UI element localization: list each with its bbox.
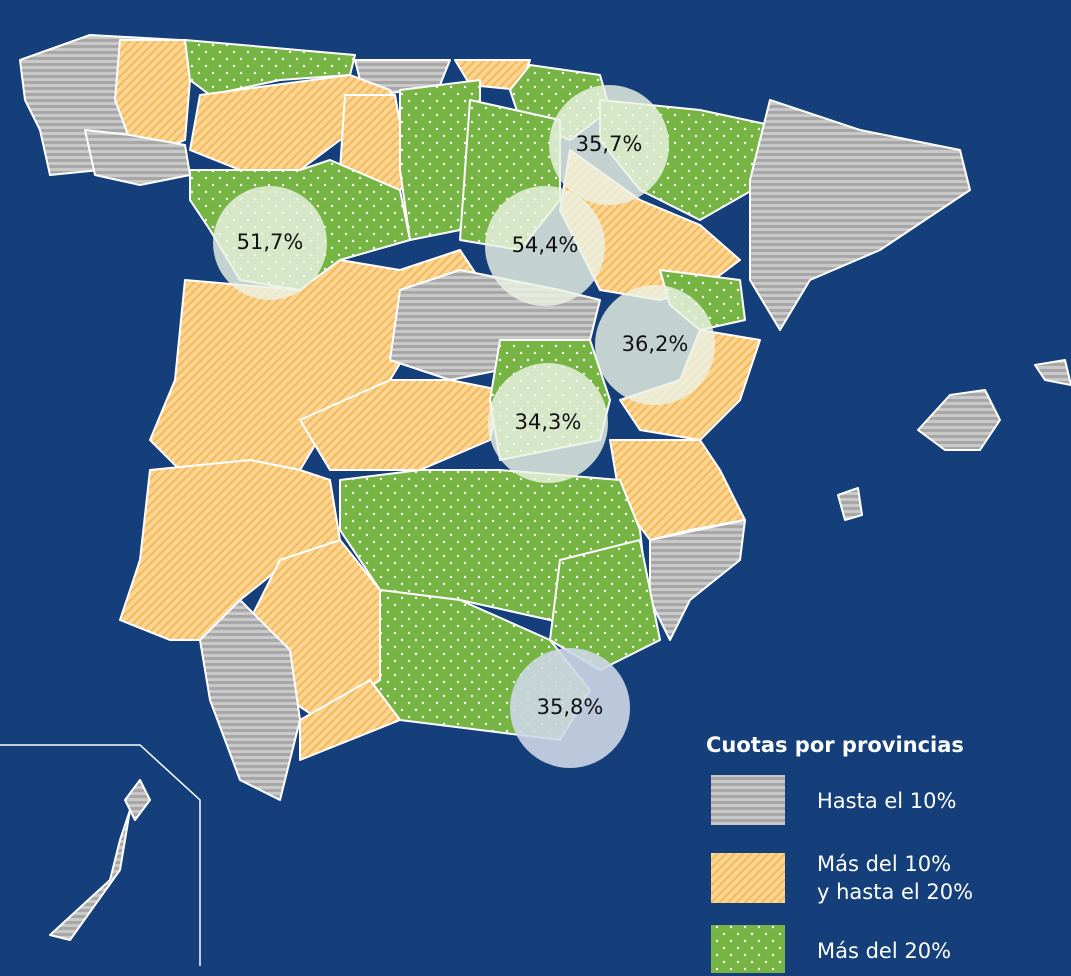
highlight-circle bbox=[549, 85, 669, 205]
legend-label: y hasta el 20% bbox=[817, 880, 973, 904]
highlight-label: 34,3% bbox=[515, 410, 582, 434]
island bbox=[124, 779, 151, 821]
highlights: 35,7% 51,7% 54,4% 36,2% 34,3% 35,8% bbox=[213, 85, 715, 768]
island bbox=[917, 389, 1001, 451]
highlight-label: 35,8% bbox=[537, 695, 604, 719]
legend-title: Cuotas por provincias bbox=[706, 733, 964, 757]
highlight-circle bbox=[510, 648, 630, 768]
province bbox=[549, 539, 661, 671]
legend-swatch bbox=[711, 853, 785, 903]
highlight-label: 35,7% bbox=[576, 132, 643, 156]
legend-label: Hasta el 10% bbox=[817, 789, 956, 813]
province bbox=[749, 99, 971, 331]
highlight-circle bbox=[595, 285, 715, 405]
province bbox=[299, 679, 401, 761]
highlight-circle bbox=[485, 186, 605, 306]
legend-swatch bbox=[711, 925, 785, 973]
legend: Cuotas por provincias Hasta el 10% Más d… bbox=[706, 733, 973, 973]
province bbox=[119, 459, 341, 641]
island bbox=[1034, 359, 1071, 386]
legend-label: Más del 20% bbox=[817, 939, 951, 963]
highlight-circle bbox=[488, 363, 608, 483]
legend-swatch bbox=[711, 775, 785, 825]
canary-box bbox=[0, 744, 201, 966]
highlight-circle bbox=[213, 186, 327, 300]
province bbox=[184, 39, 356, 96]
highlight-label: 36,2% bbox=[622, 332, 689, 356]
highlight-label: 54,4% bbox=[512, 233, 579, 257]
province bbox=[199, 599, 301, 801]
island bbox=[837, 487, 863, 521]
legend-label: Más del 10% bbox=[817, 852, 951, 876]
island bbox=[49, 809, 131, 941]
highlight-label: 51,7% bbox=[237, 230, 304, 254]
